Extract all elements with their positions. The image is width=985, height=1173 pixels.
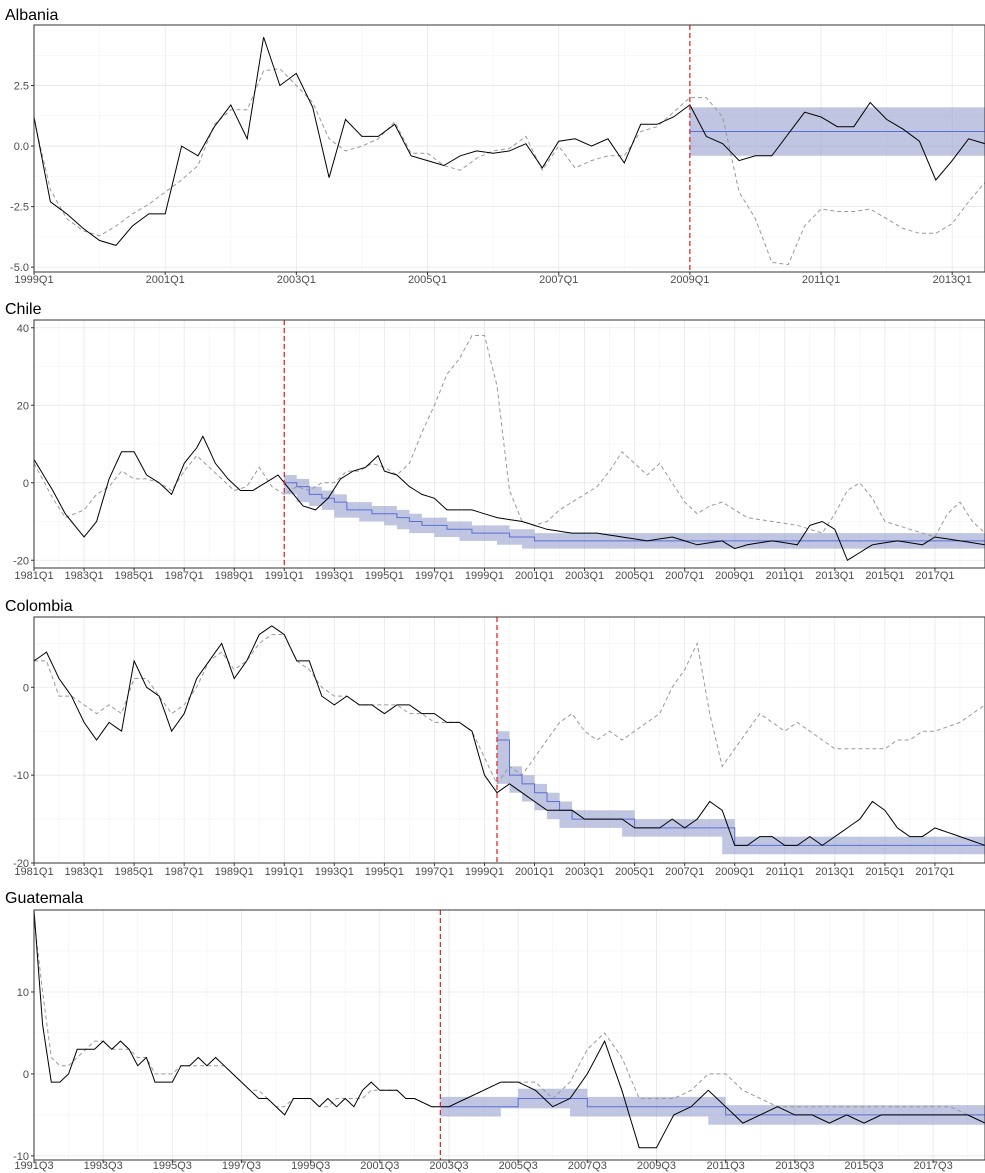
- x-tick-label: 1989Q1: [215, 570, 254, 582]
- x-tick-label: 2003Q1: [565, 570, 604, 582]
- x-tick-label: 2013Q1: [815, 866, 854, 878]
- panel-guatemala: Guatemala -10 0 10 1991Q3 1993Q3 1995Q3 1997Q3 1…: [5, 890, 985, 1172]
- x-tick-label: 1993Q1: [315, 570, 354, 582]
- y-tick-label: -20: [13, 858, 29, 870]
- prediction-band: [496, 731, 985, 855]
- panel-title: Chile: [5, 301, 42, 318]
- x-tick-label: 1989Q1: [215, 866, 254, 878]
- x-tick-label: 2013Q1: [815, 570, 854, 582]
- x-tick-label: 1999Q1: [14, 274, 53, 286]
- y-tick-label: 0: [23, 478, 29, 490]
- y-tick-label: 2.5: [14, 81, 29, 93]
- y-tick-label: -5.0: [10, 262, 29, 274]
- x-tick-label: 1997Q1: [415, 866, 454, 878]
- x-tick-label: 2005Q1: [615, 570, 654, 582]
- x-tick-label: 2007Q1: [665, 866, 704, 878]
- x-tick-label: 1997Q1: [415, 570, 454, 582]
- x-tick-label: 2013Q1: [933, 274, 972, 286]
- x-tick-label: 1997Q3: [222, 1160, 261, 1172]
- x-tick-label: 1993Q1: [315, 866, 354, 878]
- x-tick-label: 2001Q1: [515, 570, 554, 582]
- x-tick-label: 2005Q3: [499, 1160, 538, 1172]
- x-tick-label: 2001Q3: [360, 1160, 399, 1172]
- x-tick-label: 2017Q1: [915, 570, 954, 582]
- x-tick-label: 1983Q1: [64, 866, 103, 878]
- x-tick-label: 1993Q3: [84, 1160, 123, 1172]
- x-tick-label: 1999Q1: [465, 866, 504, 878]
- y-tick-label: -10: [13, 1151, 29, 1163]
- x-tick-label: 2017Q1: [915, 866, 954, 878]
- x-tick-label: 1981Q1: [14, 866, 53, 878]
- x-tick-label: 2003Q1: [565, 866, 604, 878]
- series-counterfactual: [34, 918, 985, 1116]
- x-tick-label: 2009Q1: [715, 866, 754, 878]
- x-tick-label: 1991Q1: [265, 866, 304, 878]
- plot-border: [33, 616, 985, 864]
- series-counterfactual: [34, 68, 985, 266]
- x-tick-label: 2011Q1: [766, 866, 804, 878]
- panel-title: Albania: [5, 7, 58, 24]
- x-tick-label: 2009Q3: [637, 1160, 676, 1172]
- y-tick-label: 10: [17, 987, 29, 999]
- series-fit: [440, 1098, 985, 1116]
- x-tick-label: 1999Q3: [291, 1160, 330, 1172]
- panel-chile: Chile -20 0 20 40 1981Q1 1983Q1 1985Q1 1987Q1 198…: [5, 301, 985, 582]
- x-tick-label: 1999Q1: [465, 570, 504, 582]
- x-tick-label: 2007Q3: [568, 1160, 607, 1172]
- plot-border: [33, 24, 985, 273]
- series-actual: [34, 625, 985, 847]
- plot-border: [33, 319, 985, 569]
- x-tick-label: 2015Q1: [865, 570, 904, 582]
- x-tick-label: 1981Q1: [14, 570, 53, 582]
- x-tick-label: 2009Q1: [715, 570, 754, 582]
- x-tick-label: 2011Q3: [706, 1160, 744, 1172]
- x-tick-label: 2007Q1: [665, 570, 704, 582]
- panel-title: Guatemala: [5, 890, 83, 907]
- series-actual: [34, 36, 985, 246]
- y-tick-label: 0: [23, 1069, 29, 1081]
- x-tick-label: 1985Q1: [115, 866, 154, 878]
- y-tick-label: 20: [17, 400, 29, 412]
- x-tick-label: 2015Q3: [844, 1160, 883, 1172]
- series-actual: [34, 435, 985, 562]
- y-tick-label: 0.0: [14, 141, 29, 153]
- panel-title: Colombia: [5, 598, 73, 615]
- y-tick-label: -2.5: [10, 202, 29, 214]
- y-tick-label: -20: [13, 555, 29, 567]
- plot-border: [33, 909, 985, 1161]
- x-tick-label: 2001Q1: [146, 274, 185, 286]
- series-actual: [34, 910, 985, 1149]
- panel-colombia: Colombia -20 -10 0 1981Q1 1983Q1 1985Q1 1987Q1 1…: [5, 598, 985, 878]
- x-tick-label: 2013Q3: [775, 1160, 814, 1172]
- x-tick-label: 1991Q3: [14, 1160, 53, 1172]
- x-tick-label: 2007Q1: [539, 274, 578, 286]
- x-tick-label: 2017Q3: [914, 1160, 953, 1172]
- x-tick-label: 2015Q1: [865, 866, 904, 878]
- prediction-band: [284, 475, 985, 549]
- panel-albania: Albania -5.0 -2.5 0.0 2.5 1999Q1 2001Q1 2003Q1 2…: [5, 7, 985, 286]
- x-tick-label: 1983Q1: [64, 570, 103, 582]
- y-tick-label: 40: [17, 323, 29, 335]
- x-tick-label: 1987Q1: [165, 570, 204, 582]
- x-tick-label: 2001Q1: [515, 866, 554, 878]
- x-tick-label: 2005Q1: [408, 274, 447, 286]
- x-tick-label: 1987Q1: [165, 866, 204, 878]
- x-tick-label: 1985Q1: [115, 570, 154, 582]
- y-tick-label: -10: [13, 770, 29, 782]
- x-tick-label: 2003Q3: [429, 1160, 468, 1172]
- y-tick-label: 0: [23, 682, 29, 694]
- x-tick-label: 2011Q1: [802, 274, 840, 286]
- x-tick-label: 2011Q1: [766, 570, 804, 582]
- x-tick-label: 1995Q1: [365, 866, 404, 878]
- x-tick-label: 2009Q1: [670, 274, 709, 286]
- x-tick-label: 1995Q3: [153, 1160, 192, 1172]
- x-tick-label: 2005Q1: [615, 866, 654, 878]
- x-tick-label: 1991Q1: [265, 570, 304, 582]
- x-tick-label: 2003Q1: [277, 274, 316, 286]
- x-tick-label: 1995Q1: [365, 570, 404, 582]
